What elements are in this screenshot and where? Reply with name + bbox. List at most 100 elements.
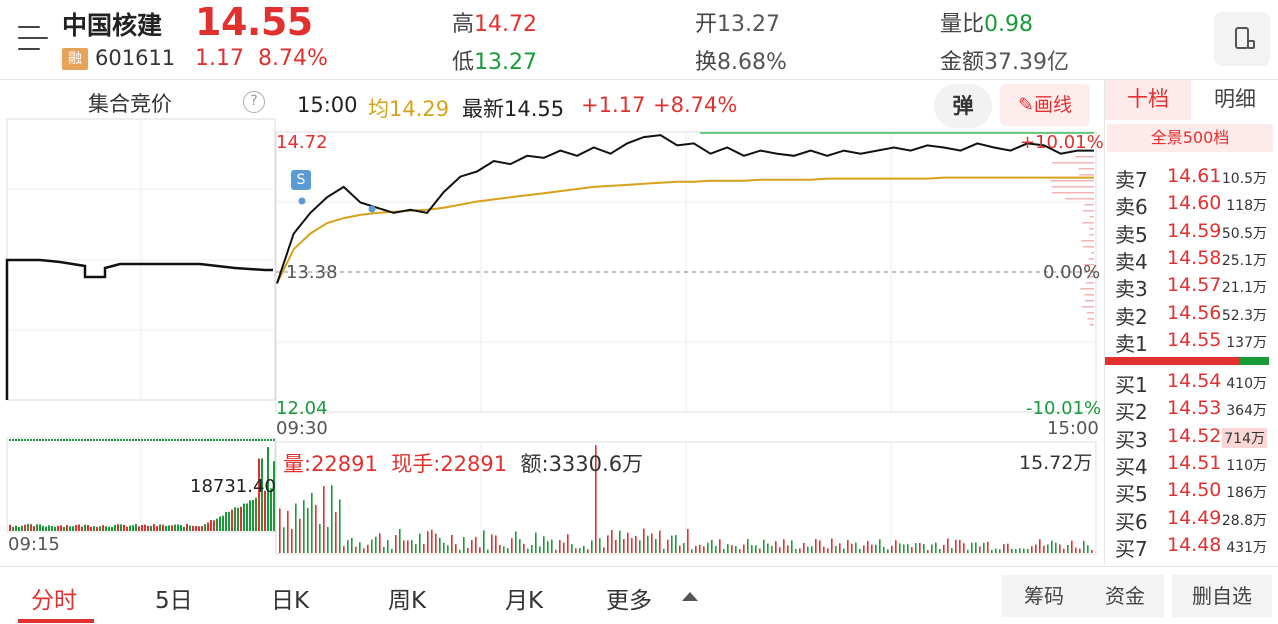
volume-bar	[1091, 549, 1093, 553]
sell-row[interactable]: 卖3 14.57 21.1万	[1105, 273, 1278, 301]
volume-bar	[575, 548, 577, 553]
volume-bar	[643, 528, 645, 553]
volume-bar	[567, 534, 569, 553]
auction-volume-bar	[252, 499, 254, 531]
auction-volume-bar	[141, 524, 143, 531]
volume-bar	[1067, 544, 1069, 553]
barrage-toggle-button[interactable]: 弹	[934, 84, 992, 128]
volume-bar	[863, 545, 865, 553]
volume-bar	[331, 485, 333, 553]
auction-top-bar	[213, 439, 215, 441]
tab-5day[interactable]: 5日	[155, 588, 193, 614]
volume-bar	[635, 536, 637, 553]
buy-row[interactable]: 买2 14.53 364万	[1105, 396, 1278, 424]
volume-bar	[467, 548, 469, 553]
volume-bar	[719, 539, 721, 553]
tab-monthly-k[interactable]: 月K	[505, 588, 544, 614]
buy-row[interactable]: 买3 14.52 714万	[1105, 424, 1278, 452]
chip-distribution-button[interactable]: 筹码	[1002, 575, 1086, 617]
volume-bar	[979, 546, 981, 553]
auction-top-bar	[30, 439, 32, 441]
buy-row[interactable]: 买6 14.49 28.8万	[1105, 506, 1278, 534]
all-500-levels-button[interactable]: 全景500档	[1107, 124, 1273, 152]
volume-bar	[459, 549, 461, 553]
auction-volume-bar	[201, 526, 203, 531]
buy-level-volume: 110万	[1226, 457, 1267, 474]
tab-detail[interactable]: 明细	[1214, 87, 1256, 111]
volume-bar	[499, 544, 501, 553]
draw-line-button[interactable]: ✎画线	[1000, 84, 1090, 126]
auction-top-bar	[234, 439, 236, 441]
volume-bar	[543, 536, 545, 553]
y-max-label: 14.72	[276, 132, 328, 153]
buy-row[interactable]: 买4 14.51 110万	[1105, 451, 1278, 479]
auction-top-bar	[132, 439, 134, 441]
buy-row[interactable]: 买7 14.48 431万	[1105, 533, 1278, 561]
volume-bar	[819, 540, 821, 553]
volume-bar	[455, 544, 457, 553]
auction-top-bar	[240, 439, 242, 441]
info-time: 15:00	[297, 93, 358, 117]
volume-bar	[507, 548, 509, 553]
menu-icon[interactable]	[18, 24, 48, 52]
auction-top-bar	[273, 439, 275, 441]
auction-top-bar	[54, 439, 56, 441]
volume-bar	[1035, 544, 1037, 553]
tab-more[interactable]: 更多	[606, 588, 652, 614]
auction-top-bar	[258, 439, 260, 441]
volume-bar	[899, 543, 901, 553]
buy-level-label: 买1	[1115, 373, 1148, 397]
landscape-toggle-button[interactable]	[1214, 12, 1270, 66]
tab-intraday[interactable]: 分时	[31, 588, 77, 614]
auction-top-bar	[147, 439, 149, 441]
auction-volume-bar	[213, 520, 215, 531]
auction-price-line	[5, 258, 273, 400]
auction-volume-bar	[147, 525, 149, 531]
auction-volume-bar	[207, 522, 209, 531]
auction-volume-bar	[159, 524, 161, 531]
depth-bar	[1089, 216, 1094, 218]
sell-row[interactable]: 卖5 14.59 50.5万	[1105, 219, 1278, 247]
trade-dot	[298, 197, 306, 205]
volume-bar	[579, 548, 581, 553]
auction-volume-bar	[186, 524, 188, 531]
volume-bar	[639, 540, 641, 553]
depth-bar	[1089, 228, 1094, 230]
sell-row[interactable]: 卖2 14.56 52.3万	[1105, 301, 1278, 329]
marker-s-badge[interactable]: S	[291, 170, 311, 190]
auction-top-bar	[93, 439, 95, 441]
auction-top-bar	[237, 439, 239, 441]
tab-weekly-k[interactable]: 周K	[388, 588, 427, 614]
auction-top-bar	[174, 439, 176, 441]
buy-level-price: 14.54	[1167, 370, 1222, 392]
buy-row[interactable]: 买5 14.50 186万	[1105, 478, 1278, 506]
auction-volume-bar	[51, 525, 53, 531]
sell-row[interactable]: 卖4 14.58 25.1万	[1105, 246, 1278, 274]
auction-top-bar	[153, 439, 155, 441]
sell-row[interactable]: 卖7 14.61 10.5万	[1105, 164, 1278, 192]
help-icon[interactable]: ?	[243, 91, 265, 113]
sell-row[interactable]: 卖1 14.55 137万	[1105, 328, 1278, 356]
volume-bar	[895, 540, 897, 553]
caret-up-icon[interactable]	[682, 592, 698, 601]
buy-level-price: 14.49	[1167, 506, 1222, 529]
tab-daily-k[interactable]: 日K	[271, 588, 310, 614]
auction-volume-bar	[57, 525, 59, 531]
tab-ten-levels[interactable]: 十档	[1105, 80, 1191, 120]
auction-top-bar	[195, 439, 197, 441]
remove-watchlist-button[interactable]: 删自选	[1172, 575, 1272, 617]
volume-bar	[739, 549, 741, 553]
auction-volume-bar	[123, 524, 125, 531]
volume-bar	[479, 547, 481, 553]
auction-top-bar	[18, 439, 20, 441]
volume-bar	[695, 545, 697, 553]
buy-row[interactable]: 买1 14.54 410万	[1105, 369, 1278, 397]
buy-level-volume: 714万	[1222, 427, 1267, 448]
sell-row[interactable]: 卖6 14.60 118万	[1105, 191, 1278, 219]
volume-bar	[691, 549, 693, 553]
volume-bar	[367, 544, 369, 553]
volume-bar	[371, 539, 373, 553]
auction-top-bar	[87, 439, 89, 441]
volume-bar	[419, 533, 421, 553]
fund-flow-button[interactable]: 资金	[1086, 575, 1164, 617]
